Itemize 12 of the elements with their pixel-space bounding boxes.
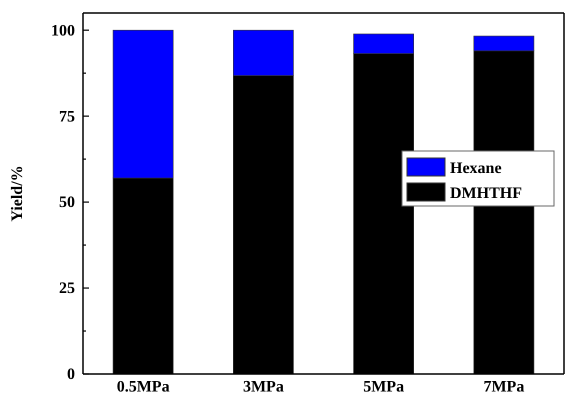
x-tick-label: 0.5MPa [116, 378, 170, 396]
legend-label: Hexane [450, 160, 502, 177]
y-tick-label: 0 [67, 366, 75, 384]
y-axis-title: Yield/% [9, 165, 26, 222]
x-tick-label: 3MPa [242, 378, 284, 396]
y-tick-label: 100 [51, 22, 75, 40]
y-tick-label: 25 [59, 280, 75, 298]
y-tick-label: 50 [59, 194, 75, 212]
x-tick-label: 5MPa [363, 378, 404, 396]
y-tick-label: 75 [59, 108, 75, 126]
x-tick-label: 7MPa [483, 378, 524, 396]
legend-label: DMHTHF [450, 185, 522, 202]
